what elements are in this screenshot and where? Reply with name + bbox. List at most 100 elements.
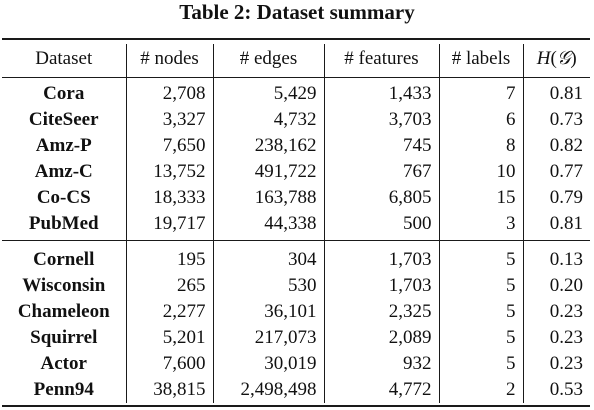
table-row: Chameleon 2,277 36,101 2,325 5 0.23 bbox=[2, 299, 590, 325]
table-row: Wisconsin 265 530 1,703 5 0.20 bbox=[2, 273, 590, 299]
table-row: Penn94 38,815 2,498,498 4,772 2 0.53 bbox=[2, 377, 590, 403]
cell-edges: 217,073 bbox=[212, 325, 324, 351]
cell-labels: 5 bbox=[438, 351, 523, 377]
bottom-rule bbox=[2, 405, 590, 407]
dataset-name: Amz-C bbox=[34, 161, 93, 182]
cell-edges: 238,162 bbox=[212, 133, 324, 159]
cell-features: 2,325 bbox=[323, 299, 439, 325]
cell-nodes: 18,333 bbox=[125, 185, 213, 211]
cell-entropy: 0.23 bbox=[522, 325, 590, 351]
table-row: CiteSeer 3,327 4,732 3,703 6 0.73 bbox=[2, 107, 590, 133]
cell-edges: 44,338 bbox=[212, 211, 324, 237]
table-caption: Table 2: Dataset summary bbox=[179, 0, 415, 24]
cell-nodes: 265 bbox=[125, 273, 213, 299]
top-rule bbox=[2, 38, 590, 40]
cell-labels: 2 bbox=[438, 377, 523, 403]
header-nodes: # nodes bbox=[125, 44, 213, 73]
cell-entropy: 0.23 bbox=[522, 351, 590, 377]
cell-entropy: 0.82 bbox=[522, 133, 590, 159]
header-dataset: Dataset bbox=[35, 47, 93, 69]
dataset-name: Amz-P bbox=[35, 135, 92, 156]
cell-nodes: 195 bbox=[125, 247, 213, 273]
cell-labels: 3 bbox=[438, 211, 523, 237]
cell-entropy: 0.73 bbox=[522, 107, 590, 133]
cell-features: 6,805 bbox=[323, 185, 439, 211]
dataset-name: Chameleon bbox=[17, 301, 110, 322]
cell-labels: 15 bbox=[438, 185, 523, 211]
cell-labels: 6 bbox=[438, 107, 523, 133]
cell-edges: 36,101 bbox=[212, 299, 324, 325]
table-row: Amz-C 13,752 491,722 767 10 0.77 bbox=[2, 159, 590, 185]
cell-entropy: 0.13 bbox=[522, 247, 590, 273]
cell-labels: 10 bbox=[438, 159, 523, 185]
cell-nodes: 5,201 bbox=[125, 325, 213, 351]
cell-entropy: 0.77 bbox=[522, 159, 590, 185]
table-row: PubMed 19,717 44,338 500 3 0.81 bbox=[2, 211, 590, 237]
cell-features: 2,089 bbox=[323, 325, 439, 351]
cell-nodes: 2,708 bbox=[125, 81, 213, 107]
dataset-name: CiteSeer bbox=[28, 109, 99, 130]
dataset-name: Squirrel bbox=[30, 327, 98, 348]
cell-edges: 163,788 bbox=[212, 185, 324, 211]
table-row: Amz-P 7,650 238,162 745 8 0.82 bbox=[2, 133, 590, 159]
cell-entropy: 0.23 bbox=[522, 299, 590, 325]
cell-features: 1,703 bbox=[323, 247, 439, 273]
cell-nodes: 19,717 bbox=[125, 211, 213, 237]
cell-labels: 5 bbox=[438, 247, 523, 273]
dataset-name: Penn94 bbox=[33, 379, 94, 400]
cell-edges: 530 bbox=[212, 273, 324, 299]
entropy-symbol: H bbox=[536, 48, 551, 69]
cell-nodes: 2,277 bbox=[125, 299, 213, 325]
cell-nodes: 7,600 bbox=[125, 351, 213, 377]
heterophilic-group: Cornell 195 304 1,703 5 0.13 Wisconsin 265 530 1,… bbox=[2, 237, 590, 403]
cell-edges: 4,732 bbox=[212, 107, 324, 133]
cell-edges: 30,019 bbox=[212, 351, 324, 377]
dataset-name: Wisconsin bbox=[22, 275, 106, 296]
header-features: # features bbox=[323, 44, 439, 73]
entropy-open-paren: ( bbox=[550, 48, 557, 69]
dataset-name: PubMed bbox=[28, 213, 99, 234]
cell-entropy: 0.79 bbox=[522, 185, 590, 211]
header-entropy: H(𝒢) bbox=[522, 44, 590, 73]
cell-nodes: 3,327 bbox=[125, 107, 213, 133]
table-row: Cora 2,708 5,429 1,433 7 0.81 bbox=[2, 81, 590, 107]
header-edges: # edges bbox=[212, 44, 324, 73]
cell-nodes: 13,752 bbox=[125, 159, 213, 185]
dataset-summary-table: Dataset # nodes # edges # features # lab… bbox=[2, 44, 590, 403]
cell-features: 1,433 bbox=[323, 81, 439, 107]
cell-edges: 2,498,498 bbox=[212, 377, 324, 403]
cell-edges: 304 bbox=[212, 247, 324, 273]
cell-features: 500 bbox=[323, 211, 439, 237]
table-row: Actor 7,600 30,019 932 5 0.23 bbox=[2, 351, 590, 377]
entropy-close-paren: ) bbox=[570, 48, 577, 69]
cell-entropy: 0.53 bbox=[522, 377, 590, 403]
cell-features: 3,703 bbox=[323, 107, 439, 133]
table-row: Squirrel 5,201 217,073 2,089 5 0.23 bbox=[2, 325, 590, 351]
dataset-name: Actor bbox=[40, 353, 87, 374]
homophilic-group: Cora 2,708 5,429 1,433 7 0.81 CiteSeer 3,327 4,7… bbox=[2, 73, 590, 237]
cell-labels: 8 bbox=[438, 133, 523, 159]
cell-nodes: 38,815 bbox=[125, 377, 213, 403]
cell-features: 767 bbox=[323, 159, 439, 185]
cell-edges: 5,429 bbox=[212, 81, 324, 107]
graph-symbol: 𝒢 bbox=[556, 47, 571, 69]
cell-features: 1,703 bbox=[323, 273, 439, 299]
cell-labels: 5 bbox=[438, 325, 523, 351]
cell-entropy: 0.20 bbox=[522, 273, 590, 299]
cell-edges: 491,722 bbox=[212, 159, 324, 185]
header-row: Dataset # nodes # edges # features # lab… bbox=[2, 44, 590, 73]
table-row: Cornell 195 304 1,703 5 0.13 bbox=[2, 247, 590, 273]
table-row: Co-CS 18,333 163,788 6,805 15 0.79 bbox=[2, 185, 590, 211]
cell-labels: 5 bbox=[438, 273, 523, 299]
dataset-name: Cora bbox=[43, 83, 85, 104]
cell-entropy: 0.81 bbox=[522, 211, 590, 237]
dataset-name: Co-CS bbox=[36, 187, 91, 208]
cell-labels: 5 bbox=[438, 299, 523, 325]
cell-entropy: 0.81 bbox=[522, 81, 590, 107]
cell-features: 4,772 bbox=[323, 377, 439, 403]
cell-nodes: 7,650 bbox=[125, 133, 213, 159]
cell-labels: 7 bbox=[438, 81, 523, 107]
header-labels: # labels bbox=[438, 44, 523, 73]
dataset-name: Cornell bbox=[33, 249, 95, 270]
cell-features: 745 bbox=[323, 133, 439, 159]
